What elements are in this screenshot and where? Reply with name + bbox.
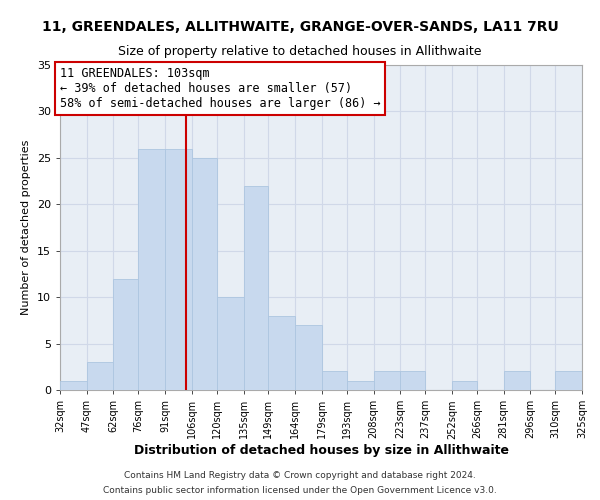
- Bar: [244, 186, 268, 390]
- Bar: [60, 380, 87, 390]
- Bar: [268, 316, 295, 390]
- Text: 11, GREENDALES, ALLITHWAITE, GRANGE-OVER-SANDS, LA11 7RU: 11, GREENDALES, ALLITHWAITE, GRANGE-OVER…: [41, 20, 559, 34]
- Text: 11 GREENDALES: 103sqm
← 39% of detached houses are smaller (57)
58% of semi-deta: 11 GREENDALES: 103sqm ← 39% of detached …: [60, 67, 380, 110]
- Bar: [322, 372, 347, 390]
- Bar: [87, 362, 113, 390]
- Bar: [374, 372, 400, 390]
- Text: Contains public sector information licensed under the Open Government Licence v3: Contains public sector information licen…: [103, 486, 497, 495]
- X-axis label: Distribution of detached houses by size in Allithwaite: Distribution of detached houses by size …: [133, 444, 509, 457]
- Bar: [113, 278, 139, 390]
- Y-axis label: Number of detached properties: Number of detached properties: [21, 140, 31, 315]
- Bar: [400, 372, 425, 390]
- Bar: [347, 380, 374, 390]
- Bar: [452, 380, 477, 390]
- Bar: [165, 148, 192, 390]
- Bar: [295, 325, 322, 390]
- Bar: [192, 158, 217, 390]
- Text: Size of property relative to detached houses in Allithwaite: Size of property relative to detached ho…: [118, 45, 482, 58]
- Bar: [139, 148, 165, 390]
- Text: Contains HM Land Registry data © Crown copyright and database right 2024.: Contains HM Land Registry data © Crown c…: [124, 471, 476, 480]
- Bar: [217, 297, 244, 390]
- Bar: [555, 372, 582, 390]
- Bar: [503, 372, 530, 390]
